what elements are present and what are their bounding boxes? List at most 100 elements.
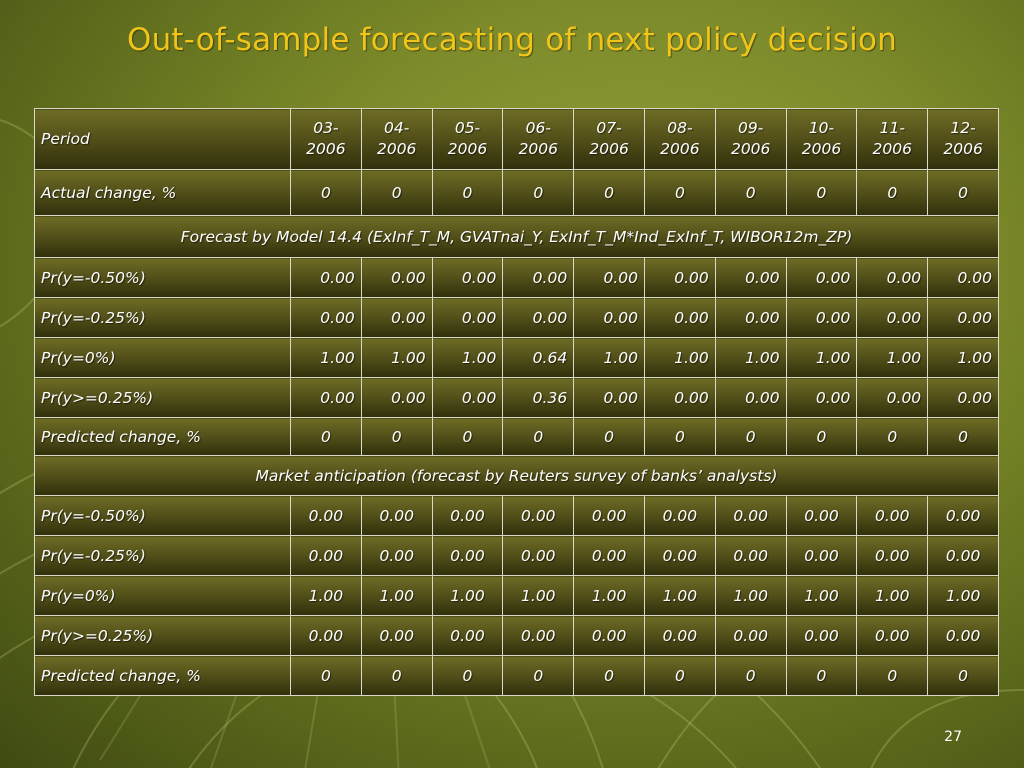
value-cell: 0 (856, 169, 929, 216)
row-label: Predicted change, % (34, 417, 291, 456)
value-cell: 1.00 (714, 337, 787, 378)
value-cell: 0.00 (502, 297, 575, 338)
value-cell: 0.00 (714, 297, 787, 338)
value-cell: 0 (927, 169, 999, 216)
value-cell: 0.00 (927, 377, 999, 418)
value-cell: 0 (502, 655, 575, 696)
value-cell: 0.00 (290, 535, 362, 576)
slide-title: Out-of-sample forecasting of next policy… (126, 22, 897, 58)
value-cell: 0 (290, 417, 362, 456)
value-cell: 0.00 (573, 615, 645, 656)
value-cell: 0.00 (927, 495, 999, 536)
value-cell: 0.00 (856, 297, 929, 338)
actual-change-row: Actual change, % 0 0 0 0 0 0 0 0 0 0 (34, 169, 999, 216)
value-cell: 1.00 (643, 337, 716, 378)
value-cell: 0.00 (927, 257, 999, 298)
value-cell: 0.00 (431, 535, 504, 576)
value-cell: 0.00 (785, 535, 858, 576)
value-cell: 0 (643, 169, 716, 216)
value-cell: 0.00 (573, 377, 645, 418)
value-cell: 0.00 (785, 615, 858, 656)
value-cell: 0.00 (785, 257, 858, 298)
period-header: Period (34, 108, 291, 170)
value-cell: 0 (573, 655, 645, 696)
value-cell: 0.00 (573, 297, 645, 338)
value-cell: 1.00 (856, 575, 929, 616)
value-cell: 1.00 (290, 337, 362, 378)
value-cell: 0.00 (360, 377, 433, 418)
value-cell: 0.00 (431, 615, 504, 656)
value-cell: 0.00 (502, 495, 575, 536)
value-cell: 0.00 (290, 257, 362, 298)
period-cell: 06- 2006 (502, 108, 575, 170)
value-cell: 0.00 (856, 377, 929, 418)
value-cell: 0 (785, 417, 858, 456)
market-section-header: Market anticipation (forecast by Reuters… (34, 455, 999, 496)
header-row: Period 03- 2006 04- 2006 05- 2006 06- 2006 0… (34, 108, 999, 170)
value-cell: 0.00 (643, 377, 716, 418)
period-cell: 08- 2006 (643, 108, 716, 170)
value-cell: 1.00 (431, 337, 504, 378)
model-section-header: Forecast by Model 14.4 (ExInf_T_M, GVATn… (34, 215, 999, 258)
value-cell: 1.00 (360, 575, 433, 616)
value-cell: 0 (502, 417, 575, 456)
row-label: Pr(y=-0.50%) (34, 257, 291, 298)
value-cell: 0.00 (502, 535, 575, 576)
value-cell: 0 (856, 417, 929, 456)
value-cell: 0 (290, 655, 362, 696)
row-label: Pr(y=-0.50%) (34, 495, 291, 536)
value-cell: 0 (927, 417, 999, 456)
value-cell: 0.00 (431, 377, 504, 418)
value-cell: 0.00 (502, 257, 575, 298)
value-cell: 1.00 (643, 575, 716, 616)
period-cell: 03- 2006 (290, 108, 362, 170)
value-cell: 0.00 (643, 297, 716, 338)
value-cell: 0.00 (785, 495, 858, 536)
value-cell: 0 (290, 169, 362, 216)
value-cell: 0.00 (573, 495, 645, 536)
period-cell: 09- 2006 (714, 108, 787, 170)
value-cell: 0 (431, 655, 504, 696)
row-label: Predicted change, % (34, 655, 291, 696)
value-cell: 0.00 (643, 535, 716, 576)
value-cell: 0 (431, 169, 504, 216)
forecast-table: Period 03- 2006 04- 2006 05- 2006 06- 2006 0… (34, 108, 999, 696)
value-cell: 1.00 (573, 337, 645, 378)
value-cell: 0.00 (785, 377, 858, 418)
value-cell: 0.00 (502, 615, 575, 656)
value-cell: 1.00 (573, 575, 645, 616)
row-label: Pr(y=-0.25%) (34, 535, 291, 576)
row-label: Pr(y>=0.25%) (34, 615, 291, 656)
value-cell: 1.00 (502, 575, 575, 616)
value-cell: 0.00 (856, 615, 929, 656)
value-cell: 0 (785, 169, 858, 216)
value-cell: 0.00 (290, 377, 362, 418)
value-cell: 1.00 (856, 337, 929, 378)
value-cell: 0.00 (714, 535, 787, 576)
row-label: Actual change, % (34, 169, 291, 216)
value-cell: 0.00 (290, 495, 362, 536)
value-cell: 0.00 (714, 377, 787, 418)
value-cell: 0.00 (927, 297, 999, 338)
table-row: Pr(y=0%) 1.00 1.00 1.00 1.00 1.00 1.00 1… (34, 575, 999, 616)
table-row: Pr(y=-0.50%) 0.00 0.00 0.00 0.00 0.00 0.… (34, 257, 999, 298)
period-cell: 12- 2006 (927, 108, 999, 170)
row-label: Pr(y=-0.25%) (34, 297, 291, 338)
value-cell: 0.00 (360, 535, 433, 576)
value-cell: 1.00 (290, 575, 362, 616)
value-cell: 0 (714, 169, 787, 216)
value-cell: 0 (643, 655, 716, 696)
value-cell: 0 (502, 169, 575, 216)
value-cell: 0.00 (856, 257, 929, 298)
section-title: Forecast by Model 14.4 (ExInf_T_M, GVATn… (34, 215, 999, 258)
value-cell: 0 (714, 417, 787, 456)
value-cell: 0.00 (290, 615, 362, 656)
value-cell: 0.00 (360, 615, 433, 656)
value-cell: 0.00 (927, 535, 999, 576)
value-cell: 0.00 (714, 257, 787, 298)
value-cell: 0.00 (360, 495, 433, 536)
value-cell: 0.00 (573, 535, 645, 576)
section-title: Market anticipation (forecast by Reuters… (34, 455, 999, 496)
value-cell: 0 (360, 655, 433, 696)
value-cell: 0.00 (714, 495, 787, 536)
